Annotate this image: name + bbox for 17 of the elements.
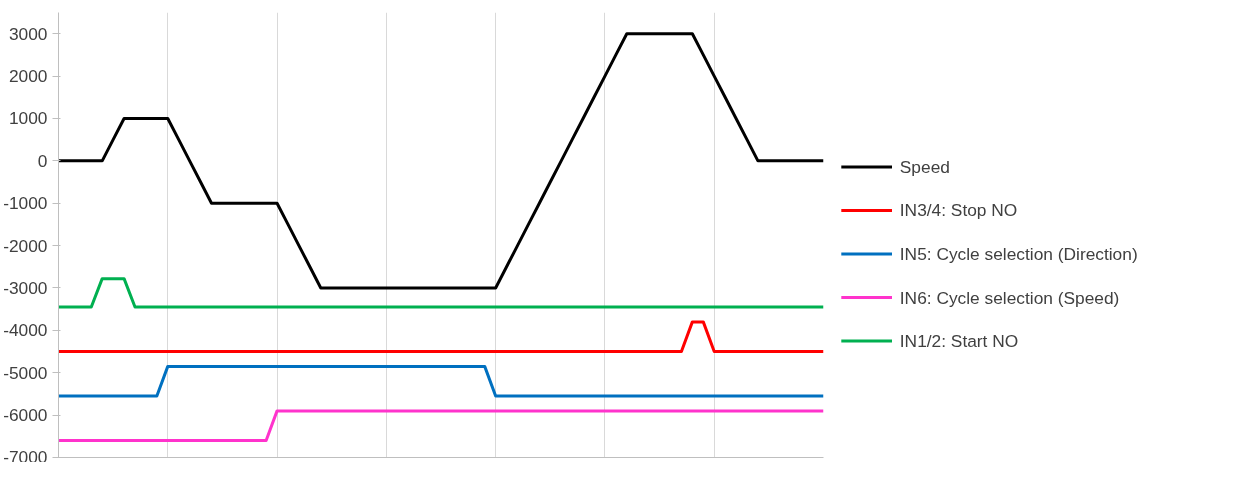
- y-tick-label: 1000: [8, 108, 48, 129]
- y-tick-label: -1000: [3, 193, 48, 214]
- y-tick-label: -7000: [3, 446, 48, 467]
- legend-label: Speed: [899, 156, 950, 177]
- y-tick-label: -6000: [3, 405, 48, 426]
- legend-label: IN1/2: Start NO: [899, 331, 1019, 352]
- line-series: [58, 32, 824, 290]
- legend-label: IN3/4: Stop NO: [899, 200, 1018, 221]
- y-tick-label: -5000: [3, 362, 48, 383]
- y-tick-label: 2000: [8, 66, 48, 87]
- y-tick-label: -3000: [3, 277, 48, 298]
- y-tick-label: 3000: [8, 23, 48, 44]
- y-tick-label: -4000: [3, 320, 48, 341]
- y-tick-label: -2000: [3, 235, 48, 256]
- y-tick-label: 0: [37, 150, 48, 171]
- legend-label: IN6: Cycle selection (Speed): [899, 287, 1120, 308]
- legend-label: IN5: Cycle selection (Direction): [899, 243, 1138, 264]
